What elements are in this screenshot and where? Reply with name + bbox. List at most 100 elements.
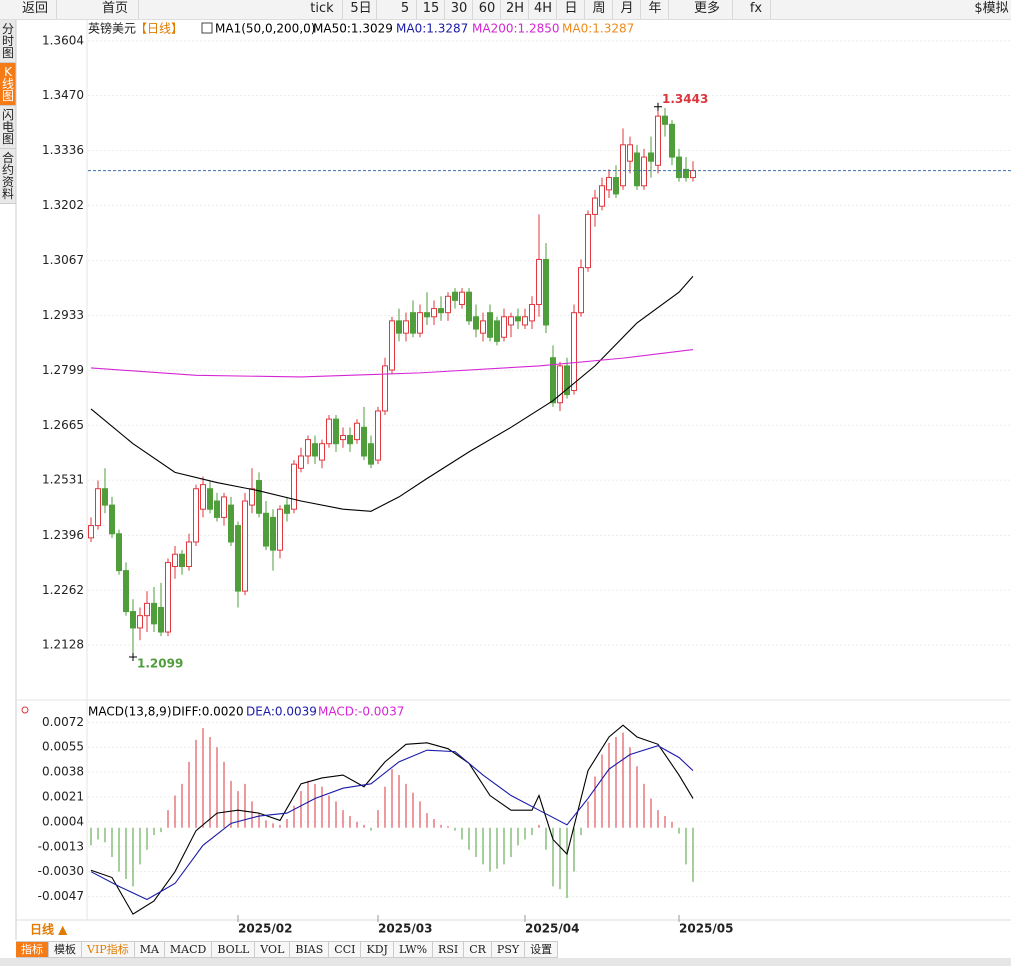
toolbar-button[interactable]: 返回 (14, 0, 57, 19)
sidebar-tab[interactable]: 分时图 (0, 20, 16, 63)
y-tick-label: 1.2396 (42, 528, 84, 542)
indicator-tab[interactable]: VIP指标 (82, 941, 135, 958)
candle-body (634, 152, 640, 187)
x-tick-label: 2025/04 (525, 922, 579, 936)
candle-body (298, 455, 304, 469)
period-tab[interactable]: 日线 ▲ (30, 922, 68, 937)
legend-entry: MA0:1.3287 (396, 22, 468, 36)
sidebar-tab[interactable]: K线图 (0, 63, 16, 106)
candle-body (249, 488, 255, 506)
candle-body (417, 312, 423, 334)
candle-body (375, 410, 381, 461)
candle-body (200, 484, 206, 510)
indicator-tab[interactable]: LW% (393, 941, 434, 958)
candle-body (410, 312, 416, 334)
indicator-tab[interactable]: PSY (491, 941, 526, 958)
candle-body (424, 312, 430, 318)
toolbar-button[interactable]: 60 (474, 0, 501, 19)
candle-body (263, 512, 269, 547)
indicator-tab[interactable]: 模板 (49, 941, 82, 958)
extreme-marker (654, 102, 662, 111)
candle-body (382, 365, 388, 412)
candle-body (193, 488, 199, 543)
candle-body (536, 258, 542, 305)
candle-body (319, 443, 325, 461)
legend-entry: MA0:1.3287 (562, 22, 634, 36)
candle-body (123, 570, 129, 613)
candle-body (333, 418, 339, 445)
legend-entry: MA200:1.2850 (472, 22, 560, 36)
candle-body (172, 553, 178, 568)
indicator-tab[interactable]: BIAS (290, 941, 330, 958)
candle-body (221, 496, 227, 518)
candle-body (270, 516, 276, 551)
y-tick-label: 1.2933 (42, 308, 84, 322)
candle-body (662, 115, 668, 125)
toolbar-button[interactable]: 周 (586, 0, 613, 19)
sidebar-tab[interactable]: 闪电图 (0, 106, 16, 149)
toolbar-button[interactable]: 月 (614, 0, 641, 19)
candle-body (389, 320, 395, 371)
indicator-tab[interactable]: 设置 (525, 941, 559, 958)
candle-body (165, 561, 171, 633)
indicator-tab[interactable]: 指标 (16, 941, 49, 958)
indicator-tab[interactable]: MACD (164, 941, 213, 958)
legend-entry: DIFF:0.0020 (172, 705, 244, 719)
toolbar-button[interactable]: 30 (446, 0, 473, 19)
candle-body (508, 316, 514, 326)
candle-body (445, 295, 451, 314)
y-tick-label: 1.3604 (42, 33, 84, 47)
candle-body (361, 426, 367, 457)
candle-body (403, 320, 409, 334)
sidebar-tab[interactable]: 合约资料 (0, 149, 16, 204)
toolbar-button[interactable]: 5 (394, 0, 417, 19)
candle-body (627, 144, 633, 162)
indicator-tab[interactable]: CR (464, 941, 492, 958)
candle-body (284, 504, 290, 514)
y-tick-label: 1.3202 (42, 198, 84, 212)
toolbar-button[interactable]: 4H (530, 0, 557, 19)
period-label: 【日线】 (135, 22, 183, 36)
toolbar-button[interactable]: 年 (642, 0, 669, 19)
candle-body (599, 185, 605, 207)
candle-body (158, 606, 164, 633)
candle-body (179, 553, 185, 568)
y-tick-label: -0.0047 (38, 889, 84, 903)
toolbar-button[interactable]: 更多 (682, 0, 733, 19)
legend-entry: MACD:-0.0037 (318, 705, 404, 719)
indicator-tab[interactable]: CCI (329, 941, 362, 958)
indicator-tab[interactable]: RSI (433, 941, 465, 958)
candle-body (277, 508, 283, 551)
candle-body (613, 177, 619, 195)
indicator-tab[interactable]: MA (134, 941, 165, 958)
candle-body (620, 144, 626, 187)
candle-body (228, 504, 234, 543)
y-tick-label: 1.2665 (42, 418, 84, 432)
candle-body (557, 365, 563, 404)
candle-body (543, 258, 549, 326)
toolbar-button[interactable]: $模拟 (972, 0, 1011, 19)
indicator-tab[interactable]: KDJ (361, 941, 394, 958)
candle-body (655, 115, 661, 166)
candle-body (459, 291, 465, 305)
x-tick-label: 2025/03 (378, 922, 432, 936)
toolbar-button[interactable]: 日 (558, 0, 585, 19)
candle-body (326, 418, 332, 445)
y-tick-label: 0.0004 (42, 814, 84, 828)
candle-body (648, 152, 654, 162)
toolbar-button[interactable]: tick (302, 0, 343, 19)
toolbar-button[interactable]: 5日 (346, 0, 377, 19)
candle-body (578, 267, 584, 314)
indicator-tab[interactable]: VOL (255, 941, 291, 958)
toolbar-button[interactable]: 15 (418, 0, 445, 19)
indicator-tab[interactable]: BOLL (212, 941, 256, 958)
toolbar-button[interactable]: 2H (502, 0, 529, 19)
candle-body (592, 197, 598, 215)
toolbar-button[interactable]: fx (742, 0, 771, 19)
scroll-bar (0, 958, 1011, 966)
candle-body (529, 303, 535, 322)
toolbar-button[interactable]: 首页 (92, 0, 139, 19)
candle-body (480, 320, 486, 334)
candle-body (130, 611, 136, 629)
